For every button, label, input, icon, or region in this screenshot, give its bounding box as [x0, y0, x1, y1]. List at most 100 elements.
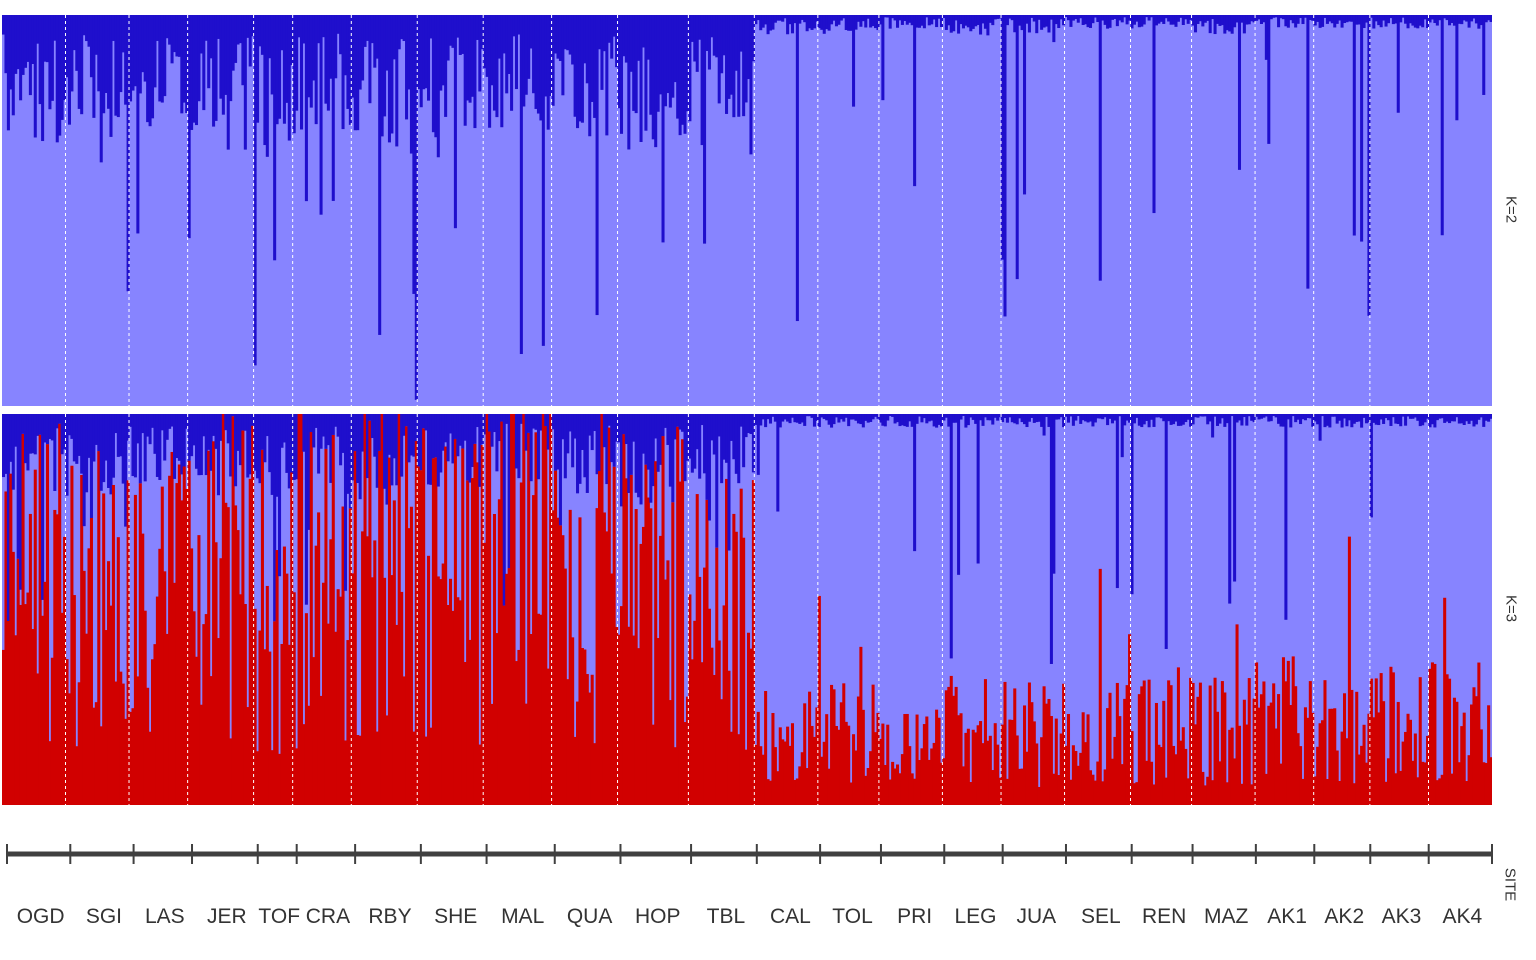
k2-bar-cal: [773, 15, 777, 23]
k3-dark-bar-hop: [656, 414, 660, 472]
k3-dark-bar-pri: [913, 414, 917, 552]
k3-red-bar-jer: [221, 414, 225, 805]
k2-bar-she: [444, 15, 448, 117]
k2-bar-sgi: [126, 15, 130, 292]
k3-dark-bar-rby: [387, 414, 391, 455]
k3-red-bar-las: [148, 731, 152, 805]
k3-dark-bar-maz: [1198, 414, 1202, 417]
k3-red-bar-ak4: [1465, 781, 1469, 805]
k2-bar-qua: [563, 15, 567, 50]
k2-bar-cal: [793, 15, 797, 24]
k2-bar-ak4: [1484, 15, 1488, 23]
k2-bar-hop: [654, 15, 658, 148]
k2-bar-ren: [1140, 15, 1144, 27]
k2-bar-leg: [991, 15, 995, 26]
k2-bar-sgi: [72, 15, 76, 51]
k3-dark-bar-hop: [624, 414, 628, 444]
k3-red-bar-jer: [197, 535, 201, 805]
k3-dark-bar-cra: [329, 414, 333, 483]
site-label-pri: PRI: [897, 905, 933, 928]
k3-red-bar-ak2: [1321, 720, 1325, 805]
k3-dark-bar-ak1: [1308, 414, 1312, 419]
k2-bar-leg: [969, 15, 973, 32]
k2-bar-rby: [405, 15, 409, 120]
k2-bar-mal: [546, 15, 550, 130]
k2-bar-ak3: [1426, 15, 1430, 29]
k3-red-bar-ak4: [1450, 773, 1454, 805]
k3-red-bar-maz: [1240, 783, 1244, 805]
k2-bar-pri: [881, 15, 885, 101]
k3-red-bar-maz: [1194, 724, 1198, 805]
k2-bar-pri: [893, 15, 897, 21]
k2-bar-hop: [683, 15, 687, 134]
k2-bar-maz: [1237, 15, 1242, 170]
k2-bar-ak4: [1455, 15, 1459, 121]
k3-red-bar-ren: [1181, 727, 1185, 805]
k3-red-bar-ak4: [1435, 780, 1439, 805]
k2-bar-ren: [1145, 15, 1149, 18]
k3-red-bar-las: [133, 494, 137, 805]
k3-red-bar-rby: [383, 577, 387, 805]
k3-dark-bar-mal: [519, 414, 523, 424]
k3-dark-bar-las: [131, 414, 135, 477]
k2-bar-jer: [251, 15, 255, 37]
k3-red-bar-she: [422, 428, 426, 805]
k3-red-bar-mal: [485, 414, 489, 805]
k3-red-bar-tbl: [725, 478, 729, 805]
k3-red-bar-jua: [1015, 735, 1019, 805]
k3-red-bar-cra: [329, 539, 333, 805]
k3-red-bar-maz: [1196, 696, 1200, 805]
k2-bar-hop: [617, 15, 621, 109]
k3-dark-bar-jua: [1010, 414, 1014, 423]
k2-bar-maz: [1211, 15, 1215, 20]
k3-dark-bar-pri: [896, 414, 900, 423]
k3-dark-bar-tof: [268, 414, 272, 473]
k3-dark-bar-jua: [1003, 414, 1007, 419]
k2-bar-maz: [1242, 15, 1246, 34]
k3-dark-bar-jua: [1008, 414, 1012, 418]
k3-red-bar-pri: [891, 761, 895, 805]
k2-bar-cal: [759, 15, 763, 31]
k3-dark-bar-hop: [673, 414, 677, 440]
k3-dark-bar-tol: [849, 414, 853, 420]
k3-dark-bar-ak2: [1321, 414, 1325, 417]
k3-dark-bar-hop: [676, 414, 680, 427]
k3-red-bar-mal: [527, 432, 531, 805]
k2-bar-rby: [395, 15, 399, 147]
k2-bar-sgi: [116, 15, 120, 118]
k2-bar-ak3: [1389, 15, 1393, 19]
k3-red-bar-cal: [788, 745, 792, 805]
k3-red-bar-leg: [952, 695, 956, 805]
site-label-rby: RBY: [368, 905, 412, 928]
k3-dark-bar-ren: [1169, 414, 1173, 425]
k3-red-bar-ak1: [1259, 694, 1263, 805]
k3-red-bar-ak3: [1411, 760, 1415, 805]
k2-bar-ogd: [6, 15, 10, 131]
k3-red-bar-hop: [659, 535, 663, 805]
k2-bar-cra: [326, 15, 330, 111]
k3-red-bar-cal: [754, 744, 758, 805]
k3-red-bar-jua: [1008, 719, 1012, 805]
k2-bar-ak4: [1477, 15, 1481, 29]
k2-bar-cal: [776, 15, 780, 21]
k3-red-bar-hop: [668, 700, 672, 805]
k3-dark-bar-tbl: [705, 414, 709, 500]
k3-dark-bar-tol: [864, 414, 868, 421]
k2-bar-she: [436, 15, 440, 158]
k3-dark-bar-las: [151, 414, 155, 428]
k3-red-bar-ak3: [1384, 781, 1388, 805]
k3-dark-bar-cal: [759, 414, 763, 426]
k2-bar-she: [453, 15, 457, 229]
k3-dark-bar-ak3: [1384, 414, 1388, 419]
k3-red-bar-ogd: [33, 469, 37, 805]
k3-dark-bar-ak4: [1443, 414, 1447, 423]
k2-bar-ak3: [1394, 15, 1398, 24]
k2-bar-maz: [1230, 15, 1234, 34]
k2-bar-qua: [576, 15, 580, 129]
k3-red-bar-pri: [915, 714, 919, 805]
k2-bar-hop: [641, 15, 646, 48]
k3-red-bar-cal: [783, 741, 787, 805]
k3-red-bar-she: [453, 438, 457, 805]
k3-red-bar-she: [451, 610, 455, 805]
k3-dark-bar-tof: [270, 414, 274, 495]
